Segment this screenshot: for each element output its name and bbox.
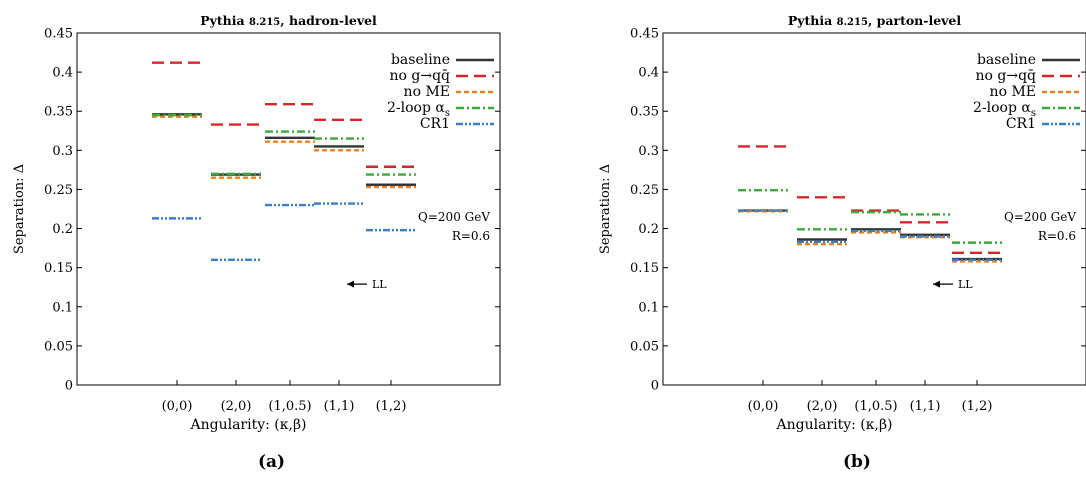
x-tick-label: (1,1): [324, 399, 355, 414]
annotation-ll: LL: [958, 278, 973, 291]
y-tick-label: 0.2: [52, 222, 73, 237]
x-axis-label: Angularity: (κ,β): [189, 417, 306, 433]
annotation-ll: LL: [372, 278, 387, 291]
y-tick-label: 0.3: [638, 144, 659, 159]
y-axis-label: Separation: Δ: [598, 164, 613, 254]
x-tick-label: (0,0): [162, 399, 193, 414]
y-tick-label: 0.25: [630, 183, 659, 198]
y-tick-label: 0: [65, 379, 73, 394]
plot-frame: [662, 32, 1086, 386]
y-tick-label: 0.4: [638, 66, 659, 81]
chart-title: Pythia 8.215, parton-level: [788, 13, 961, 28]
annotation-r: R=0.6: [452, 229, 490, 243]
y-tick-label: 0.45: [630, 27, 659, 42]
legend-label: no ME: [990, 84, 1036, 100]
x-tick-label: (1,2): [962, 399, 993, 414]
y-tick-label: 0.05: [630, 339, 659, 354]
legend-label: 2-loop αs: [973, 100, 1036, 119]
y-tick-label: 0.1: [52, 300, 73, 315]
y-tick-label: 0.35: [44, 105, 73, 120]
y-tick-label: 0.1: [638, 300, 659, 315]
caption-b: (b): [843, 452, 871, 472]
x-tick-label: (1,0.5): [854, 399, 897, 414]
legend-label: no ME: [404, 84, 450, 100]
legend-label: CR1: [1006, 116, 1036, 132]
x-tick-label: (2,0): [221, 399, 252, 414]
x-tick-label: (1,1): [910, 399, 941, 414]
y-tick-label: 0: [651, 379, 659, 394]
annotation-q: Q=200 GeV: [418, 210, 490, 224]
x-tick-label: (0,0): [748, 399, 779, 414]
x-tick-label: (2,0): [807, 399, 838, 414]
annotation-q: Q=200 GeV: [1004, 210, 1076, 224]
y-tick-label: 0.45: [44, 27, 73, 42]
annotation-r: R=0.6: [1038, 229, 1076, 243]
legend-label: 2-loop αs: [387, 100, 450, 119]
y-tick-label: 0.2: [638, 222, 659, 237]
y-tick-label: 0.05: [44, 339, 73, 354]
legend-label: CR1: [420, 116, 450, 132]
ll-arrow-head: [347, 280, 354, 288]
y-tick-label: 0.25: [44, 183, 73, 198]
ll-arrow-head: [933, 280, 940, 288]
legend-label: no g→qq̄: [389, 68, 450, 84]
y-tick-label: 0.15: [630, 261, 659, 276]
y-tick-label: 0.15: [44, 261, 73, 276]
panel-b: Pythia 8.215, parton-level 0 0.05 0.1 0.15 0.…: [598, 13, 1086, 433]
legend-label: baseline: [391, 52, 450, 68]
y-tick-label: 0.4: [52, 66, 73, 81]
plot-frame: [76, 32, 501, 386]
x-tick-label: (1,2): [376, 399, 407, 414]
legend-label: no g→qq̄: [975, 68, 1036, 84]
caption-a: (a): [258, 452, 286, 472]
x-tick-label: (1,0.5): [268, 399, 311, 414]
panel-a: Pythia 8.215, hadron-level 0 0.05 0.1 0.15 0.…: [12, 13, 501, 433]
y-tick-label: 0.3: [52, 144, 73, 159]
y-tick-label: 0.35: [630, 105, 659, 120]
x-axis-label: Angularity: (κ,β): [775, 417, 892, 433]
y-axis-label: Separation: Δ: [12, 164, 27, 254]
chart-title: Pythia 8.215, hadron-level: [200, 13, 377, 28]
legend-label: baseline: [977, 52, 1036, 68]
